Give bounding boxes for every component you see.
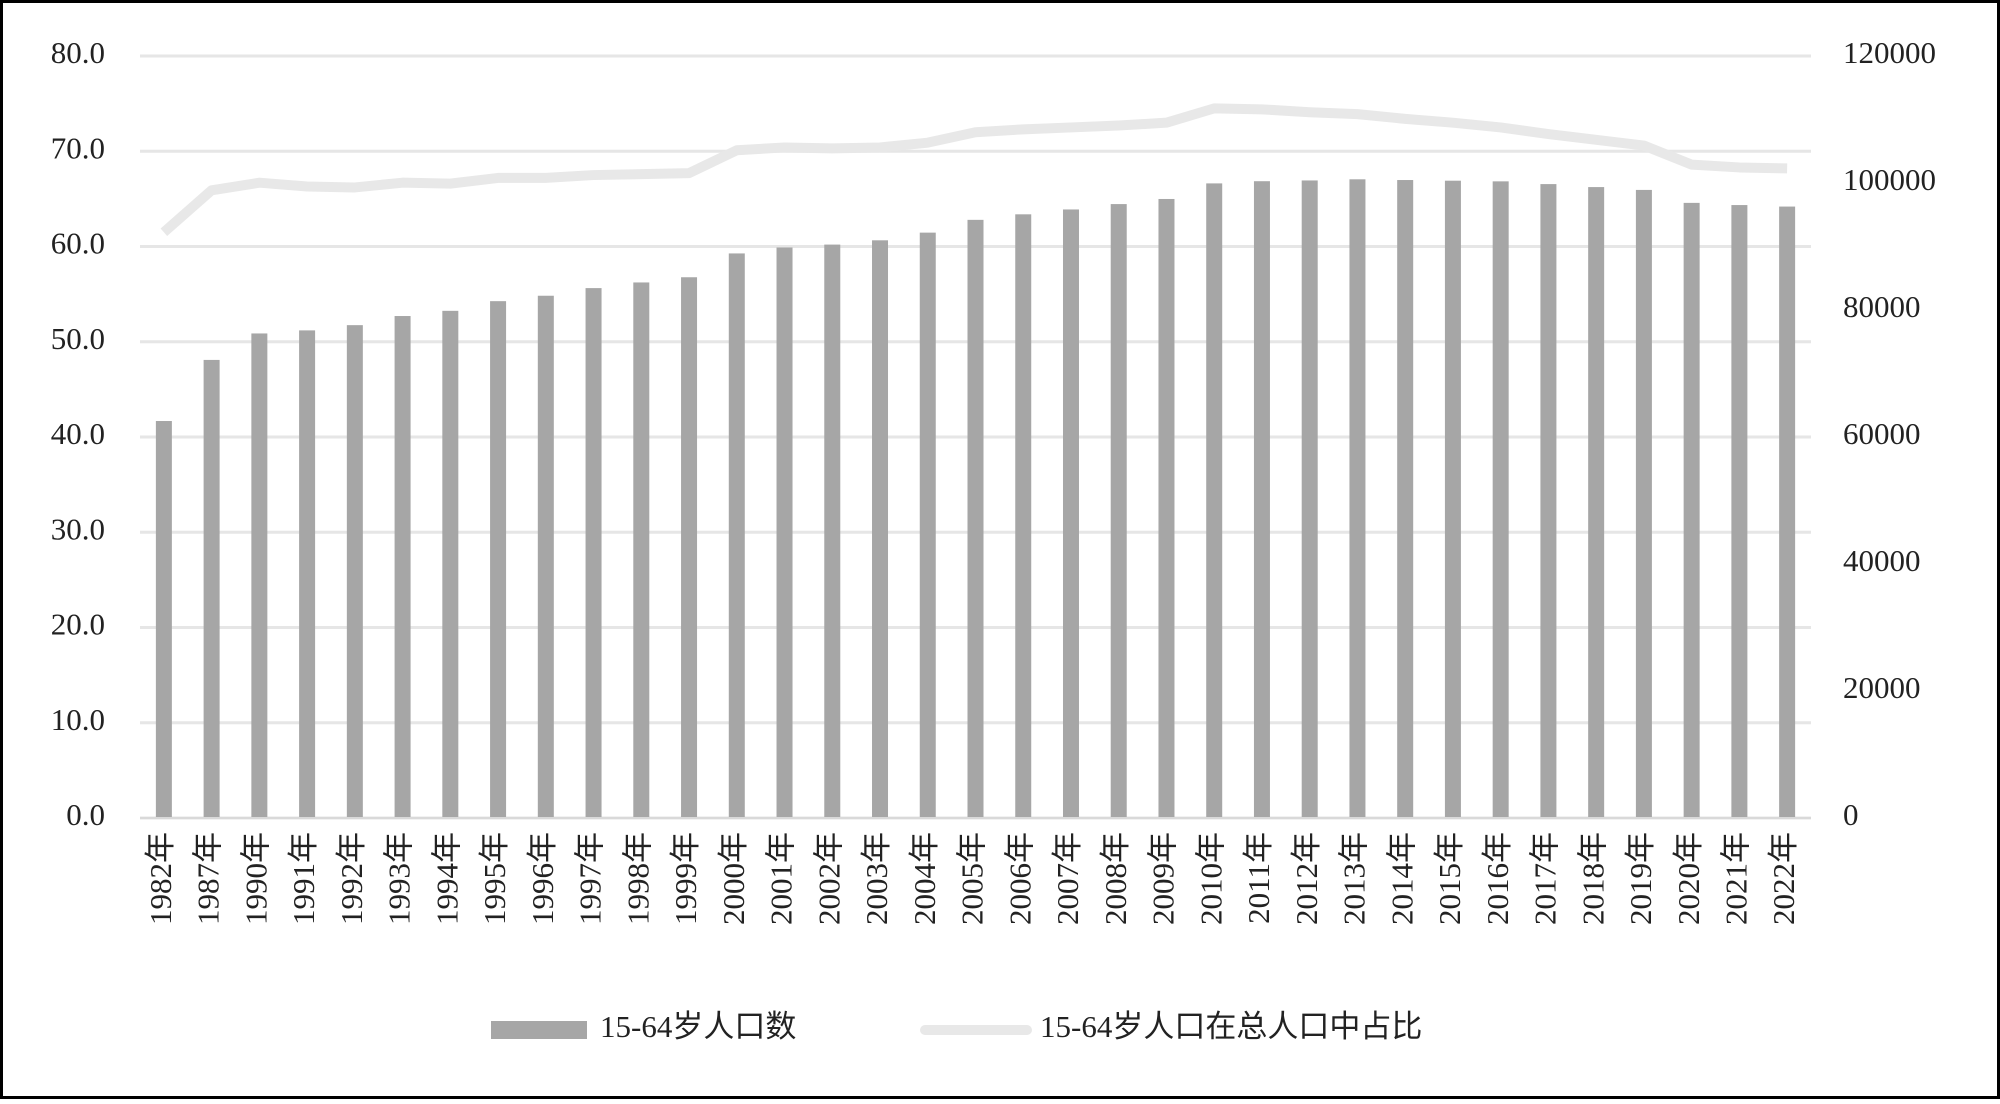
bar (967, 219, 984, 818)
x-tick-label: 1994年 (429, 832, 464, 925)
bar (1206, 183, 1223, 819)
x-tick-label: 1992年 (334, 832, 369, 925)
x-tick-label: 2019年 (1623, 832, 1658, 925)
x-tick-label: 2003年 (859, 832, 894, 925)
x-tick-label: 1995年 (477, 832, 512, 925)
x-tick-label: 2021年 (1718, 832, 1753, 925)
bar (203, 359, 220, 818)
x-tick-label: 2014年 (1384, 832, 1419, 925)
x-tick-label: 1996年 (525, 832, 560, 925)
bar (1779, 206, 1796, 819)
bar (728, 253, 745, 818)
y-tick-label: 40.0 (51, 416, 105, 451)
bar (1492, 181, 1509, 818)
bar (251, 333, 268, 818)
y2-tick-label: 40000 (1843, 543, 1921, 578)
x-tick-label: 2016年 (1480, 832, 1515, 925)
x-tick-label: 2022年 (1766, 832, 1801, 925)
bar (1110, 204, 1127, 818)
y-tick-label: 50.0 (51, 321, 105, 356)
x-tick-label: 2018年 (1575, 832, 1610, 925)
y-tick-label: 0.0 (66, 797, 105, 832)
bar (1253, 181, 1270, 819)
x-tick-label: 1991年 (286, 832, 321, 925)
y-tick-label: 30.0 (51, 511, 105, 546)
x-tick-label: 1997年 (573, 832, 608, 925)
bar (155, 421, 172, 818)
bar (824, 244, 841, 819)
bar (633, 282, 650, 818)
x-tick-label: 2010年 (1193, 832, 1228, 925)
x-tick-label: 1982年 (143, 832, 178, 925)
y2-tick-label: 60000 (1843, 416, 1921, 451)
y-tick-label: 70.0 (51, 130, 105, 165)
bar (1158, 198, 1175, 819)
x-tick-label: 2015年 (1432, 832, 1467, 925)
x-tick-label: 2008年 (1098, 832, 1133, 925)
y2-tick-label: 100000 (1843, 162, 1936, 197)
x-tick-label: 1999年 (668, 832, 703, 925)
y-tick-label: 80.0 (51, 35, 105, 70)
x-tick-label: 2006年 (1002, 832, 1037, 925)
x-tick-label: 2004年 (907, 832, 942, 925)
bar (1731, 205, 1748, 818)
bar (776, 247, 793, 818)
bar (1301, 180, 1318, 819)
x-tick-label: 2002年 (811, 832, 846, 925)
x-tick-label: 2013年 (1337, 832, 1372, 925)
x-tick-label: 1998年 (620, 832, 655, 925)
x-tick-label: 2017年 (1528, 832, 1563, 925)
legend-label: 15-64岁人口在总人口中占比 (1040, 1009, 1422, 1044)
y-tick-label: 20.0 (51, 607, 105, 642)
y-tick-label: 10.0 (51, 702, 105, 737)
bar (1683, 202, 1700, 819)
y2-tick-label: 120000 (1843, 35, 1936, 70)
bar (1349, 179, 1366, 818)
x-tick-label: 2012年 (1289, 832, 1324, 925)
bar (346, 325, 363, 818)
x-tick-label: 2007年 (1050, 832, 1085, 925)
x-tick-label: 2001年 (764, 832, 799, 925)
bar (1397, 180, 1414, 818)
bar (919, 232, 936, 819)
x-tick-label: 2020年 (1671, 832, 1706, 925)
bar (1635, 189, 1652, 818)
x-tick-label: 1993年 (382, 832, 417, 925)
bar (299, 330, 316, 818)
bar (1588, 187, 1605, 818)
x-tick-label: 2000年 (716, 832, 751, 925)
x-tick-label: 2005年 (955, 832, 990, 925)
x-tick-label: 1987年 (191, 832, 226, 925)
bar (1540, 184, 1557, 819)
x-tick-label: 2011年 (1241, 832, 1276, 924)
x-tick-label: 2009年 (1146, 832, 1181, 925)
bar (1015, 214, 1032, 818)
y2-tick-label: 80000 (1843, 289, 1921, 324)
legend-swatch (491, 1021, 587, 1039)
bar (442, 310, 459, 818)
bar (681, 277, 698, 818)
bar (1444, 180, 1461, 819)
bar (872, 240, 889, 819)
bar (537, 295, 554, 818)
x-tick-label: 1990年 (238, 832, 273, 925)
bar (1062, 209, 1079, 818)
legend-label: 15-64岁人口数 (600, 1009, 796, 1044)
y-tick-label: 60.0 (51, 226, 105, 261)
bar (490, 301, 507, 819)
y2-tick-label: 0 (1843, 797, 1859, 832)
y2-tick-label: 20000 (1843, 670, 1921, 705)
bar (585, 288, 602, 818)
bar (394, 316, 411, 818)
line (160, 103, 1788, 236)
